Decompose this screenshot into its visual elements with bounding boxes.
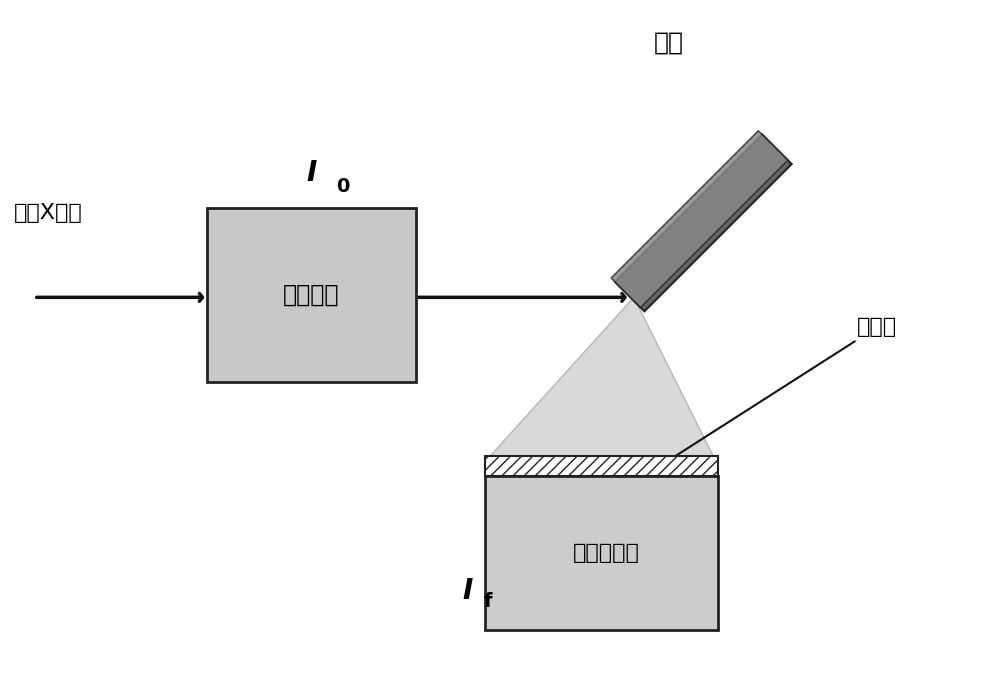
Text: 样品: 样品: [654, 30, 684, 54]
Text: I: I: [307, 159, 317, 188]
Text: 荧光探测器: 荧光探测器: [573, 543, 640, 563]
Text: 入射X射线: 入射X射线: [14, 203, 83, 223]
Bar: [485, 476, 718, 630]
Polygon shape: [611, 131, 788, 307]
Bar: [207, 208, 416, 382]
Polygon shape: [490, 297, 713, 456]
Text: 前电离室: 前电离室: [283, 283, 340, 307]
Polygon shape: [615, 135, 792, 311]
Bar: [485, 456, 718, 476]
Text: 0: 0: [336, 177, 350, 196]
Text: I: I: [463, 577, 473, 605]
Text: 滤波片: 滤波片: [664, 317, 897, 464]
Text: f: f: [483, 592, 492, 611]
